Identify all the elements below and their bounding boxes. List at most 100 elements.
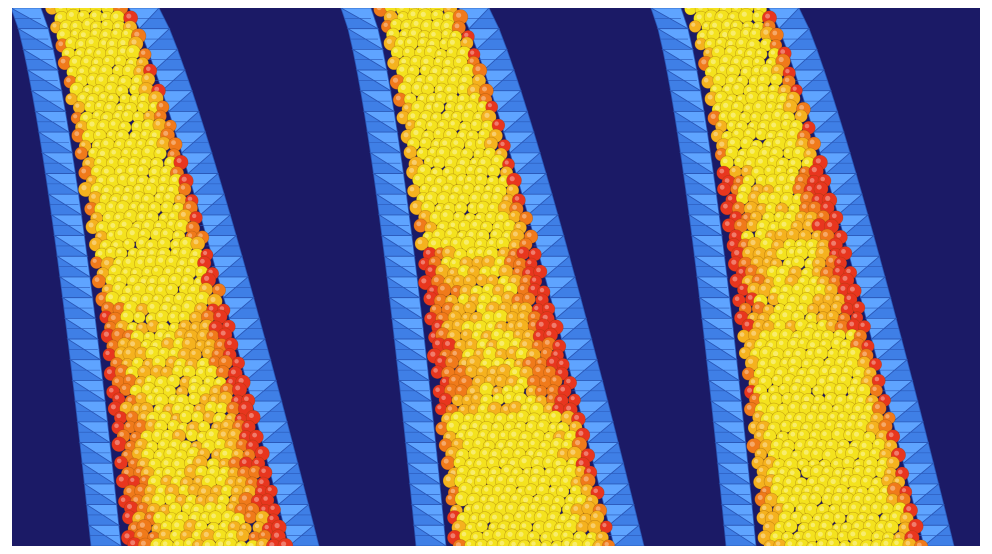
particle-highlight <box>760 378 766 383</box>
particle-highlight <box>147 421 153 427</box>
particle-highlight <box>432 114 438 119</box>
particle <box>265 538 282 546</box>
particle-highlight <box>205 378 210 383</box>
wall-right <box>768 8 955 546</box>
particle-highlight <box>216 379 221 384</box>
particle-highlight <box>823 332 829 338</box>
particle-highlight <box>210 396 216 402</box>
particle-highlight <box>482 424 488 430</box>
particle-highlight <box>719 168 725 174</box>
particle-highlight <box>782 121 788 126</box>
particle-highlight <box>444 168 450 174</box>
particle-highlight <box>724 221 730 227</box>
particle-highlight <box>757 50 762 55</box>
particle-highlight <box>452 239 458 245</box>
particle-highlight <box>539 422 544 428</box>
particle-highlight <box>781 221 787 227</box>
panel-right <box>650 8 955 546</box>
particle-highlight <box>138 504 144 510</box>
particle-highlight <box>749 441 755 447</box>
particle-highlight <box>144 268 150 274</box>
particle-highlight <box>157 378 163 385</box>
particle-highlight <box>258 541 264 546</box>
particle-highlight <box>878 523 884 529</box>
particle-highlight <box>714 48 720 54</box>
particle-highlight <box>809 342 816 348</box>
particle-highlight <box>460 222 466 227</box>
particle-highlight <box>185 268 191 273</box>
particle-highlight <box>241 404 247 410</box>
particle-highlight <box>765 278 770 284</box>
particle-highlight <box>717 93 722 99</box>
particle-highlight <box>519 441 524 447</box>
particle-highlight <box>849 386 855 392</box>
particle-highlight <box>220 330 226 336</box>
particle-highlight <box>521 523 527 528</box>
particle-highlight <box>747 267 753 273</box>
particle-highlight <box>556 433 561 439</box>
particle-highlight <box>722 57 728 63</box>
particle-highlight <box>481 96 486 101</box>
particle-highlight <box>823 495 829 500</box>
particle-highlight <box>160 240 165 245</box>
particle-highlight <box>769 295 775 300</box>
particle-highlight <box>133 123 139 128</box>
particle-highlight <box>481 268 487 274</box>
particle-highlight <box>720 113 726 118</box>
particle-highlight <box>96 158 102 164</box>
particle-highlight <box>468 231 474 237</box>
particle-highlight <box>175 541 180 546</box>
particle-highlight <box>92 214 97 219</box>
particle-highlight <box>826 359 831 365</box>
particle-highlight <box>409 67 414 72</box>
particle-highlight <box>234 515 240 521</box>
particle-highlight <box>793 313 799 318</box>
particle-highlight <box>489 177 494 183</box>
particle-highlight <box>117 230 123 236</box>
particle-highlight <box>168 358 174 364</box>
particle-highlight <box>223 487 228 492</box>
particle-highlight <box>766 477 772 483</box>
particle-highlight <box>790 496 796 502</box>
particle-highlight <box>751 77 756 82</box>
particle-highlight <box>470 86 476 92</box>
particle-highlight <box>137 379 142 384</box>
particle-highlight <box>503 467 509 473</box>
particle-highlight <box>848 331 853 337</box>
particle-highlight <box>427 122 433 127</box>
particle-highlight <box>495 486 501 492</box>
particle-highlight <box>137 259 143 265</box>
particle-highlight <box>772 149 778 155</box>
particle-highlight <box>472 287 478 293</box>
particle-highlight <box>114 423 119 429</box>
particle-highlight <box>764 186 769 191</box>
particle-highlight <box>426 176 432 182</box>
particle-highlight <box>545 458 551 464</box>
particle-highlight <box>114 66 119 72</box>
particle-highlight <box>517 488 523 493</box>
particle-highlight <box>259 479 264 485</box>
particle-highlight <box>173 241 178 247</box>
particle-highlight <box>510 212 516 217</box>
particle-highlight <box>746 87 752 92</box>
particle <box>569 538 585 546</box>
particle-highlight <box>464 396 470 402</box>
particle-highlight <box>782 331 788 337</box>
particle-highlight <box>734 250 740 256</box>
particle-highlight <box>727 148 733 154</box>
particle-highlight <box>120 48 126 54</box>
particle-highlight <box>149 322 154 327</box>
particle-highlight <box>101 40 106 46</box>
particle-highlight <box>870 487 875 492</box>
particle-highlight <box>72 85 78 91</box>
particle-highlight <box>162 523 167 528</box>
particle-highlight <box>143 432 148 438</box>
particle-highlight <box>485 442 490 447</box>
particle-highlight <box>799 105 805 110</box>
particle-highlight <box>89 121 95 127</box>
particle-highlight <box>494 223 500 229</box>
particle-highlight <box>470 449 476 455</box>
particle-highlight <box>764 306 770 311</box>
particle <box>475 520 489 533</box>
particle-highlight <box>727 196 733 201</box>
